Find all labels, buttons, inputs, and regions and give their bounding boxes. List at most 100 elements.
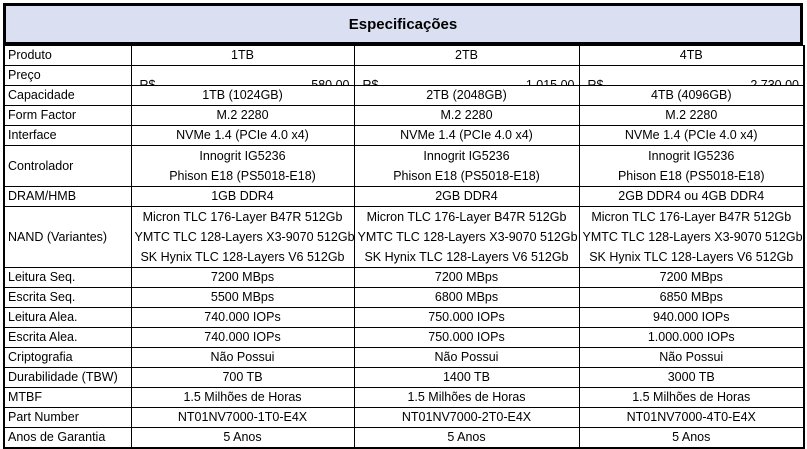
value-cell: 940.000 IOPs [578, 307, 805, 328]
table-row: Interface NVMe 1.4 (PCIe 4.0 x4) NVMe 1.4 … [3, 125, 805, 146]
spec-sheet: Especificações Produto 1TB 2TB 4TB Preço… [3, 3, 805, 449]
price-amount: 1.015,00 [525, 77, 575, 86]
value-cell: 6850 MBps [578, 287, 805, 308]
value-cell: 1GB DDR4 [130, 186, 355, 207]
value-cell: 3000 TB [578, 367, 805, 388]
table-row: Escrita Alea. 740.000 IOPs 750.000 IOPs 1.0… [3, 327, 805, 348]
value-cell: 1.000.000 IOPs [578, 327, 805, 348]
value-cell: 1.5 Milhões de Horas [130, 387, 355, 408]
value-cell: NT01NV7000-4T0-E4X [578, 407, 805, 428]
table-row: Anos de Garantia 5 Anos 5 Anos 5 Anos [3, 427, 805, 449]
value-cell: 1400 TB [353, 367, 580, 388]
multi-line-cell: Innogrit IG5236 Phison E18 (PS5018-E18) [130, 145, 355, 187]
cell-line: Phison E18 (PS5018-E18) [617, 169, 765, 183]
value-cell: NT01NV7000-1T0-E4X [130, 407, 355, 428]
value-cell: Não Possui [130, 347, 355, 368]
table-row: Durabilidade (TBW) 700 TB 1400 TB 3000 TB [3, 367, 805, 388]
value-cell: NVMe 1.4 (PCIe 4.0 x4) [578, 125, 805, 146]
multi-line-cell: Micron TLC 176-Layer B47R 512Gb YMTC TLC … [130, 206, 355, 268]
cell-line: Phison E18 (PS5018-E18) [169, 169, 316, 183]
column-header-1tb: 1TB [130, 45, 355, 66]
row-label: Anos de Garantia [3, 427, 132, 449]
cell-line: Phison E18 (PS5018-E18) [393, 169, 540, 183]
value-cell: 7200 MBps [130, 267, 355, 288]
cell-line: YMTC TLC 128-Layers X3-9070 512Gb [134, 230, 354, 244]
currency-symbol: R$ [587, 77, 604, 86]
currency-symbol: R$ [139, 77, 156, 86]
value-cell: 740.000 IOPs [130, 327, 355, 348]
currency-symbol: R$ [362, 77, 379, 86]
value-cell: 5500 MBps [130, 287, 355, 308]
table-row: Leitura Alea. 740.000 IOPs 750.000 IOPs 940… [3, 307, 805, 328]
table-row: NAND (Variantes) Micron TLC 176-Layer B47… [3, 206, 805, 268]
multi-line-cell: Innogrit IG5236 Phison E18 (PS5018-E18) [578, 145, 805, 187]
row-label: Durabilidade (TBW) [3, 367, 132, 388]
cell-line: SK Hynix TLC 128-Layers V6 512Gb [140, 250, 345, 264]
price-amount: 580,00 [311, 77, 350, 86]
value-cell: M.2 2280 [130, 105, 355, 126]
column-header-produto: Produto [3, 45, 132, 66]
specs-table: Produto 1TB 2TB 4TB Preço R$ 580,00 R$ 1.015… [3, 45, 805, 449]
row-label: Interface [3, 125, 132, 146]
value-cell: Não Possui [353, 347, 580, 368]
value-cell: NVMe 1.4 (PCIe 4.0 x4) [130, 125, 355, 146]
cell-line: YMTC TLC 128-Layers X3-9070 512Gb [357, 230, 578, 244]
table-row: Part Number NT01NV7000-1T0-E4X NT01NV7000-… [3, 407, 805, 428]
column-header-2tb: 2TB [353, 45, 580, 66]
table-row: Controlador Innogrit IG5236 Phison E18 (PS… [3, 145, 805, 187]
row-label: Controlador [3, 145, 132, 187]
value-cell: M.2 2280 [353, 105, 580, 126]
row-label: Preço [3, 65, 132, 86]
header-row: Produto 1TB 2TB 4TB [3, 45, 805, 66]
row-label: DRAM/HMB [3, 186, 132, 207]
value-cell: NT01NV7000-2T0-E4X [353, 407, 580, 428]
row-label: NAND (Variantes) [3, 206, 132, 268]
table-row: Preço R$ 580,00 R$ 1.015,00 R$ 2.730,00 [3, 65, 805, 86]
multi-line-cell: Micron TLC 176-Layer B47R 512Gb YMTC TLC … [353, 206, 580, 268]
cell-line: Innogrit IG5236 [199, 149, 286, 163]
value-cell: 750.000 IOPs [353, 307, 580, 328]
row-label: Leitura Alea. [3, 307, 132, 328]
table-row: Criptografia Não Possui Não Possui Não Poss… [3, 347, 805, 368]
value-cell: Não Possui [578, 347, 805, 368]
value-cell: 2GB DDR4 [353, 186, 580, 207]
value-cell: 7200 MBps [353, 267, 580, 288]
multi-line-cell: Micron TLC 176-Layer B47R 512Gb YMTC TLC … [578, 206, 805, 268]
value-cell: 1.5 Milhões de Horas [578, 387, 805, 408]
value-cell: 700 TB [130, 367, 355, 388]
value-cell: 5 Anos [353, 427, 580, 449]
table-row: DRAM/HMB 1GB DDR4 2GB DDR4 2GB DDR4 ou 4GB … [3, 186, 805, 207]
cell-line: Micron TLC 176-Layer B47R 512Gb [366, 210, 567, 224]
cell-line: Micron TLC 176-Layer B47R 512Gb [591, 210, 792, 224]
multi-line-cell: Innogrit IG5236 Phison E18 (PS5018-E18) [353, 145, 580, 187]
value-cell: M.2 2280 [578, 105, 805, 126]
value-cell: 2GB DDR4 ou 4GB DDR4 [578, 186, 805, 207]
value-cell: 740.000 IOPs [130, 307, 355, 328]
cell-line: SK Hynix TLC 128-Layers V6 512Gb [589, 250, 794, 264]
value-cell: 5 Anos [578, 427, 805, 449]
table-row: Leitura Seq. 7200 MBps 7200 MBps 7200 MBps [3, 267, 805, 288]
cell-line: YMTC TLC 128-Layers X3-9070 512Gb [582, 230, 803, 244]
row-label: MTBF [3, 387, 132, 408]
table-row: MTBF 1.5 Milhões de Horas 1.5 Milhões de H… [3, 387, 805, 408]
price-cell: R$ 580,00 [130, 65, 355, 86]
cell-line: Innogrit IG5236 [648, 149, 735, 163]
row-label: Form Factor [3, 105, 132, 126]
value-cell: 7200 MBps [578, 267, 805, 288]
value-cell: 1TB (1024GB) [130, 85, 355, 106]
row-label: Escrita Seq. [3, 287, 132, 308]
row-label: Part Number [3, 407, 132, 428]
price-amount: 2.730,00 [750, 77, 799, 86]
row-label: Criptografia [3, 347, 132, 368]
cell-line: Innogrit IG5236 [423, 149, 510, 163]
value-cell: 1.5 Milhões de Horas [353, 387, 580, 408]
value-cell: 5 Anos [130, 427, 355, 449]
column-header-4tb: 4TB [578, 45, 805, 66]
value-cell: 750.000 IOPs [353, 327, 580, 348]
value-cell: 6800 MBps [353, 287, 580, 308]
cell-line: Micron TLC 176-Layer B47R 512Gb [142, 210, 343, 224]
table-row: Capacidade 1TB (1024GB) 2TB (2048GB) 4TB (4… [3, 85, 805, 106]
price-cell: R$ 2.730,00 [578, 65, 805, 86]
value-cell: 4TB (4096GB) [578, 85, 805, 106]
row-label: Capacidade [3, 85, 132, 106]
